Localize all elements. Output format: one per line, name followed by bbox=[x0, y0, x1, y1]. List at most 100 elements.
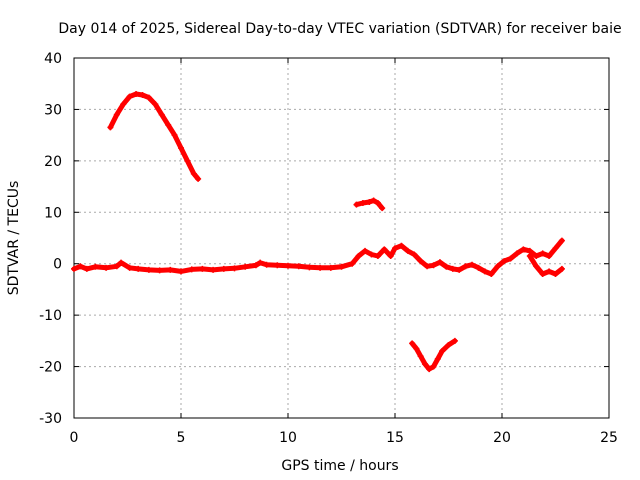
chart-title: Day 014 of 2025, Sidereal Day-to-day VTE… bbox=[58, 21, 621, 37]
data-point bbox=[113, 263, 120, 270]
x-tick-label: 25 bbox=[600, 430, 618, 446]
series-baseline bbox=[71, 237, 565, 277]
data-point bbox=[430, 262, 437, 269]
data-point bbox=[263, 261, 270, 268]
data-point bbox=[421, 361, 428, 367]
data-point bbox=[120, 101, 127, 108]
x-tick-labels: 0 5 10 15 20 25 bbox=[70, 430, 618, 446]
data-point bbox=[552, 271, 559, 277]
data-point bbox=[462, 263, 469, 270]
x-tick-label: 0 bbox=[70, 430, 79, 446]
data-point bbox=[210, 266, 217, 273]
data-point bbox=[370, 197, 377, 204]
x-tick-label: 5 bbox=[177, 430, 186, 446]
data-point bbox=[443, 263, 450, 270]
data-point bbox=[327, 264, 334, 271]
data-point bbox=[374, 200, 381, 207]
data-point bbox=[411, 251, 418, 258]
x-axis-label: GPS time / hours bbox=[281, 458, 398, 474]
data-point bbox=[488, 271, 495, 277]
data-point bbox=[188, 266, 195, 273]
data-point bbox=[436, 259, 443, 266]
data-point bbox=[434, 355, 441, 362]
data-point bbox=[165, 121, 172, 128]
data-point bbox=[135, 265, 142, 272]
y-tick-label: 0 bbox=[53, 257, 62, 273]
data-point bbox=[546, 268, 553, 275]
x-tick-label: 20 bbox=[493, 430, 511, 446]
data-point bbox=[349, 260, 356, 267]
data-point bbox=[152, 101, 159, 108]
series-branch-descending bbox=[526, 253, 565, 277]
data-point bbox=[118, 259, 125, 266]
data-point bbox=[449, 265, 456, 272]
data-point bbox=[126, 264, 133, 271]
data-point bbox=[439, 348, 446, 355]
data-point bbox=[306, 264, 313, 271]
data-point bbox=[355, 253, 362, 259]
x-tick-label: 10 bbox=[279, 430, 297, 446]
data-point bbox=[359, 200, 366, 207]
data-point bbox=[353, 201, 360, 208]
y-tick-label: 30 bbox=[44, 102, 62, 118]
data-point bbox=[171, 132, 178, 139]
data-point bbox=[231, 265, 238, 272]
data-point bbox=[83, 265, 90, 272]
series-line bbox=[71, 238, 565, 277]
data-point bbox=[451, 337, 458, 344]
series-line bbox=[409, 338, 458, 372]
y-tick-label: -30 bbox=[39, 411, 62, 427]
data-point bbox=[366, 199, 373, 205]
data-point bbox=[252, 262, 259, 269]
data-point bbox=[317, 264, 324, 271]
data-point bbox=[381, 246, 388, 253]
data-point bbox=[520, 246, 527, 253]
data-point bbox=[533, 253, 540, 259]
data-point bbox=[126, 93, 133, 100]
data-point bbox=[445, 341, 452, 348]
series-hump-14h bbox=[353, 197, 386, 212]
data-point bbox=[533, 263, 540, 270]
data-point bbox=[387, 253, 394, 259]
data-point bbox=[133, 91, 140, 97]
data-point bbox=[424, 263, 431, 270]
series-arc-positive bbox=[107, 91, 202, 182]
data-point bbox=[513, 250, 520, 257]
y-axis-label: SDTVAR / TECUs bbox=[6, 181, 22, 296]
data-point bbox=[430, 363, 437, 370]
data-point bbox=[107, 124, 114, 131]
data-point bbox=[392, 245, 398, 252]
data-point bbox=[501, 258, 508, 265]
data-point bbox=[398, 242, 405, 249]
data-point bbox=[274, 262, 281, 269]
data-point bbox=[113, 111, 120, 118]
data-point bbox=[379, 205, 386, 212]
data-series bbox=[71, 91, 565, 373]
data-point bbox=[456, 266, 463, 273]
y-tick-label: -20 bbox=[39, 360, 62, 376]
data-point bbox=[539, 250, 546, 257]
data-point bbox=[167, 266, 174, 273]
data-point bbox=[558, 237, 565, 244]
data-point bbox=[71, 265, 77, 272]
data-point bbox=[92, 263, 99, 270]
data-point bbox=[145, 94, 152, 101]
data-point bbox=[139, 92, 146, 99]
data-point bbox=[184, 157, 191, 164]
data-point bbox=[494, 263, 501, 270]
data-point bbox=[507, 255, 514, 262]
data-point bbox=[338, 263, 345, 270]
data-point bbox=[526, 247, 533, 254]
data-point bbox=[285, 262, 291, 269]
data-point bbox=[481, 268, 488, 275]
data-point bbox=[368, 251, 375, 258]
data-point bbox=[552, 245, 559, 252]
data-point bbox=[374, 253, 381, 259]
data-point bbox=[178, 268, 184, 275]
series-dip-17h bbox=[409, 337, 458, 373]
series-line bbox=[527, 253, 565, 277]
y-tick-label: 40 bbox=[44, 51, 62, 67]
data-point bbox=[539, 271, 546, 277]
data-point bbox=[558, 265, 565, 272]
